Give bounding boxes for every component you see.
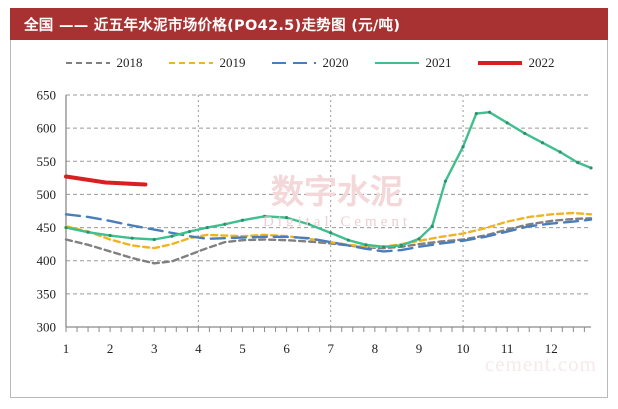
x-axis-label: 5 [239, 341, 246, 356]
series-marker-2021 [523, 131, 527, 136]
series-marker-2021 [461, 145, 465, 149]
y-axis-label: 550 [37, 154, 57, 169]
series-marker-2021 [329, 231, 333, 235]
x-axis-label: 3 [151, 341, 158, 356]
series-line-2018 [64, 217, 593, 265]
plot-area: 300 350 400 450 500 550 600 650 1 2 3 4 5 6 7 8 9 10 11 12 [11, 40, 609, 398]
series-marker-2021 [187, 229, 192, 234]
legend-item-2021[interactable]: 2021 [374, 55, 452, 71]
legend-label-2020: 2020 [322, 55, 349, 70]
series-marker-2021 [284, 216, 289, 220]
series-line-2019 [64, 211, 593, 250]
legend-swatch-2021 [374, 61, 419, 65]
x-axis-label: 12 [545, 341, 558, 356]
series-marker-2021 [487, 110, 492, 114]
x-axis-label: 2 [107, 341, 114, 356]
chart-legend: 2018 2019 2020 2021 2022 [11, 50, 609, 76]
y-axis-label: 600 [37, 121, 57, 136]
series-marker-2021 [86, 230, 90, 234]
x-axis-label: 11 [501, 341, 514, 356]
series-marker-2021 [430, 224, 434, 228]
series-marker-2021 [205, 225, 209, 230]
series-marker-2021 [589, 166, 593, 170]
x-axis-label: 6 [283, 341, 290, 356]
series-marker-2021 [108, 233, 112, 238]
series-marker-2021 [576, 161, 580, 165]
y-axis-label: 350 [37, 286, 57, 301]
series-marker-2021 [240, 218, 245, 222]
y-axis-label: 450 [37, 220, 57, 235]
series-marker-2021 [307, 222, 311, 226]
series-marker-2021 [505, 121, 509, 125]
series-marker-2021 [558, 150, 562, 154]
series-line-2022 [64, 174, 148, 187]
x-axis-label: 8 [372, 341, 379, 356]
series-marker-2021 [223, 222, 227, 226]
legend-label-2019: 2019 [219, 55, 246, 70]
legend-label-2022: 2022 [528, 55, 555, 70]
y-axis-label: 650 [37, 88, 57, 103]
x-axis-label: 4 [195, 341, 202, 356]
y-axis-label: 300 [37, 320, 57, 335]
legend-label-2018: 2018 [116, 55, 143, 70]
legend-item-2019[interactable]: 2019 [168, 55, 246, 71]
page-title: 全国 —— 近五年水泥市场价格(PO42.5)走势图 (元/吨) [24, 17, 401, 34]
y-axis-label: 500 [37, 187, 57, 202]
legend-item-2022[interactable]: 2022 [477, 55, 555, 71]
series-marker-2021 [170, 234, 174, 238]
legend-item-2018[interactable]: 2018 [65, 55, 143, 71]
legend-swatch-2019 [168, 61, 213, 65]
series-marker-2021 [382, 245, 386, 249]
x-axis-label: 1 [63, 341, 70, 356]
y-axis-label: 400 [37, 253, 57, 268]
series-marker-2021 [443, 179, 448, 183]
series-marker-2021 [64, 225, 68, 230]
series-marker-2021 [130, 236, 134, 240]
series-marker-2021 [262, 214, 267, 218]
series-marker-2021 [364, 243, 368, 247]
legend-swatch-2020 [271, 61, 316, 65]
x-axis-label: 10 [457, 341, 470, 356]
legend-swatch-2018 [65, 61, 110, 65]
x-axis-label: 9 [416, 341, 423, 356]
chart-title-bar: 全国 —— 近五年水泥市场价格(PO42.5)走势图 (元/吨) [10, 8, 608, 40]
legend-swatch-2022 [477, 61, 522, 65]
x-axis-label: 7 [327, 341, 334, 356]
chart-frame: 2018 2019 2020 2021 2022 300 350 400 450 500… [10, 40, 608, 398]
series-line-2020 [64, 213, 593, 253]
legend-label-2021: 2021 [425, 55, 452, 70]
series-marker-2021 [346, 238, 350, 242]
legend-item-2020[interactable]: 2020 [271, 55, 349, 71]
series-marker-2021 [540, 141, 545, 145]
series-line-2021 [64, 111, 593, 248]
series-marker-2021 [417, 237, 421, 241]
series-marker-2021 [152, 237, 156, 242]
series-marker-2021 [474, 111, 478, 116]
series-marker-2021 [399, 243, 403, 248]
